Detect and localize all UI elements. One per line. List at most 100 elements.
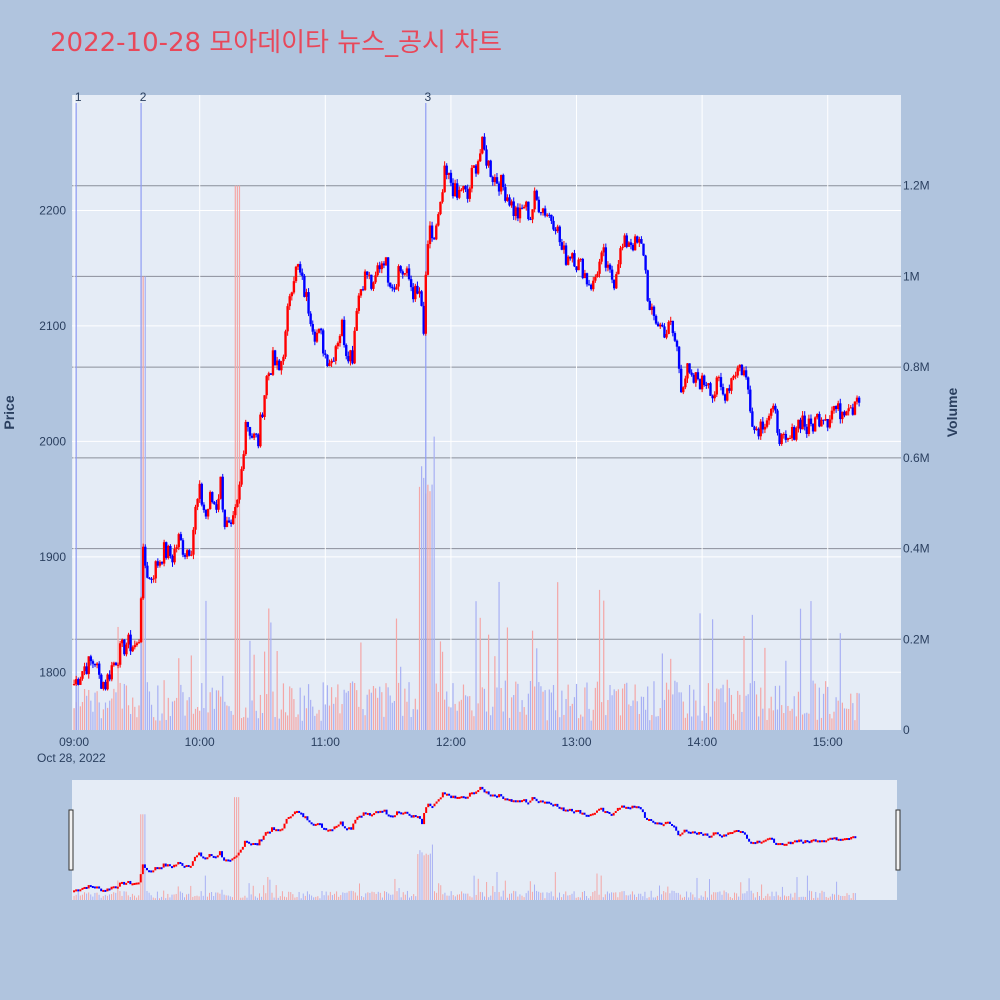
range-volume-bar (413, 894, 415, 900)
range-candle (256, 843, 259, 846)
range-candle (348, 827, 351, 830)
range-candle (448, 793, 451, 796)
candle-body (133, 645, 137, 648)
range-volume-bar (323, 895, 325, 900)
range-volume-bar (817, 897, 819, 900)
volume-bar (362, 709, 364, 730)
range-candle (748, 838, 751, 842)
candle-body (424, 274, 427, 334)
range-volume-bar (331, 895, 333, 900)
volume-bar (611, 695, 613, 730)
candle-body (675, 340, 679, 347)
candle-body (432, 238, 436, 240)
volume-bar (190, 655, 192, 730)
range-candle (114, 886, 117, 889)
range-volume-bar (129, 896, 131, 900)
volume-bar (207, 712, 209, 730)
range-candle (210, 854, 213, 857)
range-candle (412, 815, 415, 818)
range-volume-bar (650, 890, 652, 900)
candle-body (776, 410, 779, 433)
range-candle (446, 793, 448, 796)
range-volume-bar (459, 894, 460, 900)
range-candle (537, 801, 540, 804)
volume-bar (659, 708, 661, 730)
candle-body (259, 414, 262, 447)
volume-bar (96, 691, 98, 730)
range-candle (837, 838, 840, 841)
candle-body (397, 266, 400, 287)
range-volume-bar (104, 894, 106, 900)
volume-bar (100, 718, 102, 730)
range-candle (646, 817, 648, 820)
range-volume-bar (148, 892, 150, 900)
candle-body (650, 306, 654, 311)
range-candle (316, 823, 319, 826)
range-candle (579, 809, 582, 814)
range-candle (848, 838, 851, 841)
range-candle (166, 864, 169, 867)
candle-body (407, 268, 411, 280)
candle-body (370, 274, 373, 289)
volume-bar (165, 719, 167, 730)
range-candle (671, 823, 673, 826)
range-candle (400, 812, 403, 815)
range-volume-bar (390, 894, 392, 900)
range-candle (762, 840, 765, 843)
candle-body (533, 190, 536, 210)
candle-body (546, 214, 549, 216)
range-candle (723, 834, 726, 837)
candle-body (495, 177, 499, 184)
candle-body (581, 258, 584, 278)
range-candle (291, 814, 294, 817)
range-candle (379, 810, 382, 813)
range-volume-bar (500, 896, 502, 900)
candle-body (380, 263, 384, 270)
range-volume-bar (850, 898, 852, 900)
range-handle-right[interactable] (895, 809, 901, 871)
volume-bar (697, 715, 699, 730)
candle-body (734, 375, 737, 377)
candle-body (504, 187, 507, 201)
volume-bar (601, 702, 603, 730)
range-volume-bar (627, 895, 629, 900)
volume-bar (341, 704, 343, 730)
candle-body (621, 247, 624, 249)
range-candle (223, 857, 226, 861)
range-volume-bar (456, 894, 458, 900)
candle-body (686, 363, 689, 379)
range-volume-bar (763, 898, 765, 900)
range-candle (654, 822, 657, 825)
range-handle-left[interactable] (68, 809, 74, 871)
range-candle (112, 886, 115, 889)
candle-body (487, 160, 490, 166)
range-volume-bar (92, 896, 94, 900)
candle-body (736, 367, 739, 376)
candle-body (91, 661, 95, 664)
range-candle (487, 791, 490, 795)
range-candle (408, 813, 411, 816)
volume-bar (580, 714, 582, 730)
range-candle (260, 839, 263, 842)
volume-bar (230, 711, 232, 730)
range-candle (718, 834, 721, 837)
candle-body (700, 375, 704, 390)
candle-body (257, 434, 260, 447)
range-candle (179, 861, 182, 864)
range-candle (777, 843, 780, 846)
range-candle (335, 825, 338, 828)
volume-bar (582, 716, 584, 730)
candle-body (284, 331, 287, 357)
volume-bar (150, 704, 153, 730)
volume-bar (276, 651, 278, 730)
volume-bar (534, 686, 536, 730)
candle-body (416, 285, 419, 294)
volume-bar (94, 692, 96, 730)
range-volume-bar (767, 893, 769, 900)
range-candle (258, 839, 261, 846)
range-volume-bar (669, 893, 671, 900)
candle-body (223, 509, 227, 527)
range-candle (181, 863, 184, 866)
range-candle (285, 818, 288, 824)
